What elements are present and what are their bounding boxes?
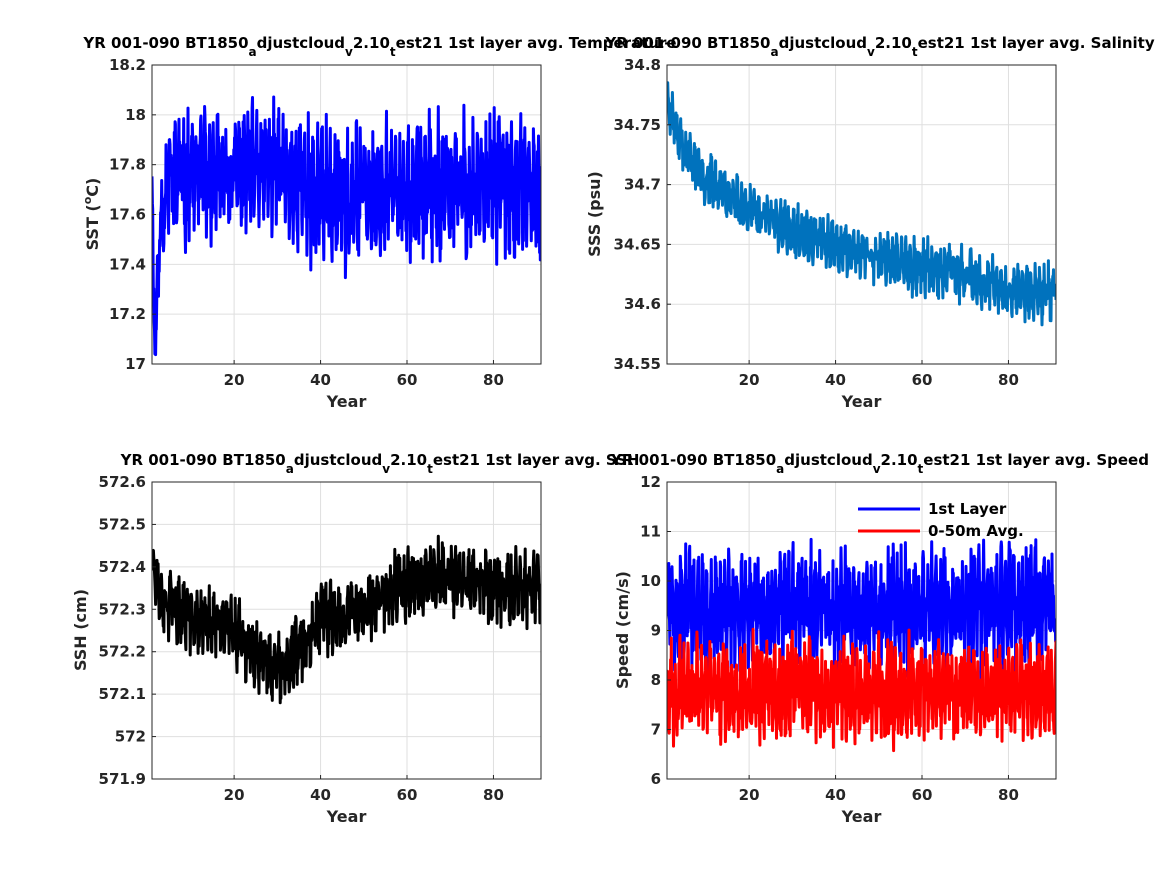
- y-tick-label: 17.6: [109, 206, 146, 224]
- x-axis-label: Year: [326, 807, 367, 826]
- y-tick-label: 6: [651, 770, 661, 788]
- x-axis-label: Year: [841, 807, 882, 826]
- y-tick-label: 18.2: [109, 56, 146, 74]
- y-tick-label: 34.75: [614, 116, 661, 134]
- legend-label: 0-50m Avg.: [928, 522, 1024, 540]
- x-tick-label: 60: [397, 786, 418, 804]
- y-axis-label: SST (oC): [81, 178, 102, 251]
- y-tick-label: 572.3: [99, 600, 146, 618]
- y-tick-label: 572.5: [99, 515, 146, 533]
- y-axis-label: SSS (psu): [585, 171, 604, 257]
- subplot-4: 20 40 60 80 6 7 8 9 10 11 12 Year Speed (cm/s) YR 001…: [610, 451, 1149, 826]
- y-axis-label: Speed (cm/s): [613, 571, 632, 689]
- axes-box: [151, 481, 542, 780]
- x-tick-label: 60: [397, 371, 418, 389]
- x-tick-label: 80: [998, 786, 1019, 804]
- y-tick-label: 9: [651, 622, 661, 640]
- y-tick-label: 572.6: [99, 473, 146, 491]
- series-line-1: [667, 81, 1056, 327]
- y-tick-label: 572: [115, 728, 146, 746]
- legend-label: 1st Layer: [928, 500, 1007, 518]
- y-tick-label: 17: [125, 355, 146, 373]
- y-tick-label: 34.55: [614, 355, 661, 373]
- x-tick-label: 80: [483, 371, 504, 389]
- x-axis-label: Year: [841, 392, 882, 411]
- series-line-1: [152, 534, 541, 705]
- axes-box: [666, 64, 1057, 365]
- subplot-3: 20 40 60 80 571.9 572 572.1 572.2 572.3 572.4 572.…: [71, 451, 639, 826]
- series-line-2: [667, 627, 1056, 753]
- x-tick-label: 40: [310, 786, 331, 804]
- subplot-title: YR 001-090 BT1850adjustcloudv2.10test21 …: [604, 34, 1155, 59]
- y-tick-label: 18: [125, 106, 146, 124]
- y-tick-label: 10: [640, 572, 661, 590]
- subplot-title: YR 001-090 BT1850adjustcloudv2.10test21 …: [610, 451, 1149, 476]
- subplot-2: 20 40 60 80 34.55 34.6 34.65 34.7 34.75 34.8 Year S…: [585, 34, 1155, 411]
- series-line-1: [667, 537, 1056, 683]
- x-tick-label: 60: [912, 786, 933, 804]
- y-tick-label: 12: [640, 473, 661, 491]
- series-line-1: [152, 95, 541, 357]
- x-tick-label: 40: [310, 371, 331, 389]
- y-tick-label: 34.6: [624, 295, 661, 313]
- y-tick-label: 571.9: [99, 770, 146, 788]
- x-tick-label: 80: [483, 786, 504, 804]
- y-tick-label: 17.2: [109, 305, 146, 323]
- x-tick-label: 20: [739, 371, 760, 389]
- y-tick-label: 11: [640, 523, 661, 541]
- x-tick-label: 60: [912, 371, 933, 389]
- y-tick-label: 8: [651, 671, 661, 689]
- y-tick-label: 34.7: [624, 176, 661, 194]
- y-tick-label: 17.8: [109, 156, 146, 174]
- x-tick-label: 20: [739, 786, 760, 804]
- subplot-title: YR 001-090 BT1850adjustcloudv2.10test21 …: [120, 451, 640, 476]
- x-tick-label: 40: [825, 786, 846, 804]
- y-tick-label: 34.65: [614, 235, 661, 253]
- y-tick-label: 17.4: [109, 255, 146, 273]
- y-axis-label: SSH (cm): [71, 589, 90, 671]
- x-tick-label: 20: [224, 371, 245, 389]
- subplot-title: YR 001-090 BT1850adjustcloudv2.10test21 …: [82, 34, 676, 59]
- legend: 1st Layer 0-50m Avg.: [858, 500, 1024, 540]
- y-tick-label: 572.2: [99, 643, 146, 661]
- y-tick-label: 7: [651, 721, 661, 739]
- y-tick-label: 572.1: [99, 685, 146, 703]
- x-tick-label: 40: [825, 371, 846, 389]
- y-tick-label: 34.8: [624, 56, 661, 74]
- x-tick-label: 20: [224, 786, 245, 804]
- subplot-1: 20 40 60 80 17 17.2 17.4 17.6 17.8 18 18.2 Year SST …: [81, 34, 677, 411]
- x-tick-label: 80: [998, 371, 1019, 389]
- x-axis-label: Year: [326, 392, 367, 411]
- y-tick-label: 572.4: [99, 558, 146, 576]
